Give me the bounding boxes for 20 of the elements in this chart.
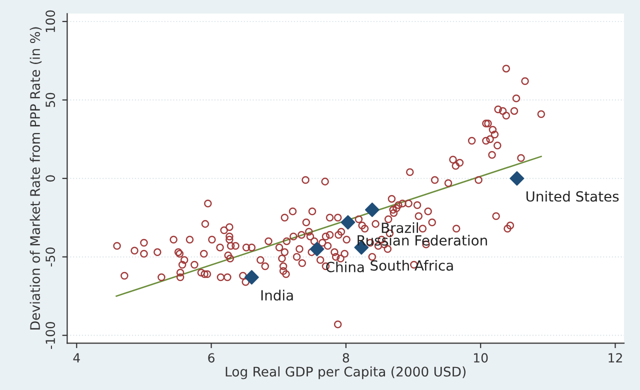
x-tick-label: 10 (474, 353, 488, 363)
annotation: Brazil (382, 222, 418, 234)
y-tick-label: 100 (46, 10, 56, 32)
x-tick-label: 4 (73, 353, 80, 362)
y-axis-title: Deviation of Market Rate from PPP Rate (in %) (30, 27, 42, 330)
point (244, 270, 259, 285)
y-tick-label: -50 (46, 248, 56, 266)
y-tick-label: -100 (46, 322, 56, 349)
point (364, 202, 380, 218)
y-tick-label: 0 (46, 175, 56, 182)
annotation: India (261, 290, 293, 301)
x-tick-label: 12 (608, 353, 622, 362)
point (510, 171, 524, 186)
point (310, 242, 324, 256)
point (340, 215, 356, 230)
x-tick-label: 8 (342, 353, 350, 363)
x-tick-label: 6 (208, 353, 214, 363)
y-tick-label: 50 (46, 92, 56, 107)
annotation: United States (526, 190, 619, 202)
x-axis-title: Log Real GDP per Capita (2000 USD) (226, 366, 466, 380)
